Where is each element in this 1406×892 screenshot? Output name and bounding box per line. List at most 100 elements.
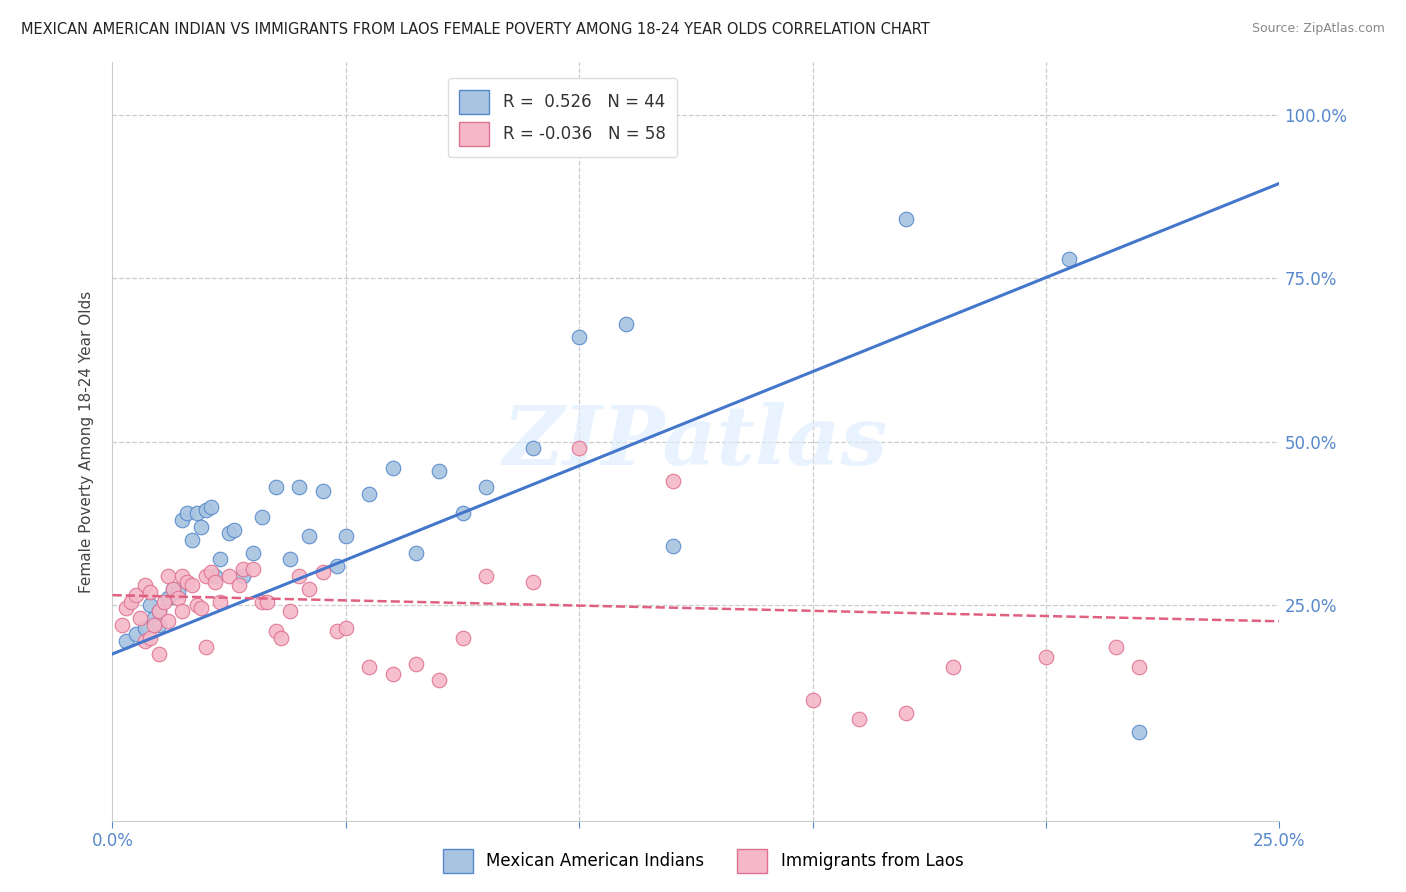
Point xyxy=(522,441,544,455)
Point xyxy=(143,617,166,632)
Point xyxy=(190,519,212,533)
Point xyxy=(204,568,226,582)
Point xyxy=(208,595,231,609)
Point xyxy=(335,621,357,635)
Point xyxy=(172,568,194,582)
Point xyxy=(186,507,208,521)
Point xyxy=(200,500,222,514)
Point xyxy=(153,595,176,609)
Point xyxy=(427,673,450,687)
Point xyxy=(148,605,170,619)
Point xyxy=(148,605,170,619)
Point xyxy=(190,601,212,615)
Point xyxy=(942,660,965,674)
Point xyxy=(288,568,311,582)
Point xyxy=(311,483,333,498)
Point xyxy=(614,317,637,331)
Point xyxy=(143,611,166,625)
Point xyxy=(325,558,347,573)
Point xyxy=(405,546,427,560)
Point xyxy=(115,601,138,615)
Point xyxy=(894,706,917,720)
Point xyxy=(148,647,170,661)
Point xyxy=(359,660,381,674)
Point xyxy=(661,474,683,488)
Point xyxy=(166,591,188,606)
Point xyxy=(194,503,217,517)
Point xyxy=(204,575,226,590)
Point xyxy=(134,621,156,635)
Point xyxy=(894,212,917,227)
Point xyxy=(278,552,301,566)
Point xyxy=(180,533,202,547)
Point xyxy=(801,692,824,706)
Point xyxy=(194,640,217,655)
Point xyxy=(162,582,184,596)
Point xyxy=(162,582,184,596)
Point xyxy=(325,624,347,639)
Point xyxy=(176,575,198,590)
Point xyxy=(270,631,292,645)
Point xyxy=(381,460,404,475)
Point xyxy=(139,631,162,645)
Point xyxy=(451,631,474,645)
Point xyxy=(522,575,544,590)
Text: MEXICAN AMERICAN INDIAN VS IMMIGRANTS FROM LAOS FEMALE POVERTY AMONG 18-24 YEAR : MEXICAN AMERICAN INDIAN VS IMMIGRANTS FR… xyxy=(21,22,929,37)
Point xyxy=(129,611,152,625)
Point xyxy=(1105,640,1128,655)
Point xyxy=(120,595,142,609)
Point xyxy=(250,595,273,609)
Point xyxy=(242,562,264,576)
Point xyxy=(157,615,180,629)
Point xyxy=(228,578,250,592)
Point xyxy=(232,568,254,582)
Point xyxy=(278,605,301,619)
Point xyxy=(242,546,264,560)
Point xyxy=(661,539,683,553)
Point xyxy=(264,480,287,494)
Point xyxy=(166,585,188,599)
Point xyxy=(125,588,148,602)
Point xyxy=(115,633,138,648)
Point xyxy=(180,578,202,592)
Point xyxy=(1128,660,1150,674)
Point xyxy=(172,605,194,619)
Point xyxy=(568,330,591,344)
Point xyxy=(297,582,319,596)
Point xyxy=(139,598,162,612)
Point xyxy=(186,598,208,612)
Point xyxy=(405,657,427,671)
Point xyxy=(134,633,156,648)
Point xyxy=(297,529,319,543)
Text: Source: ZipAtlas.com: Source: ZipAtlas.com xyxy=(1251,22,1385,36)
Point xyxy=(218,568,240,582)
Point xyxy=(381,666,404,681)
Legend: Mexican American Indians, Immigrants from Laos: Mexican American Indians, Immigrants fro… xyxy=(436,842,970,880)
Point xyxy=(568,441,591,455)
Point xyxy=(208,552,231,566)
Point xyxy=(222,523,245,537)
Point xyxy=(157,568,180,582)
Point xyxy=(359,487,381,501)
Text: ZIPatlas: ZIPatlas xyxy=(503,401,889,482)
Point xyxy=(232,562,254,576)
Point xyxy=(451,507,474,521)
Point xyxy=(111,617,134,632)
Point xyxy=(1035,650,1057,665)
Point xyxy=(125,627,148,641)
Point xyxy=(475,480,498,494)
Point xyxy=(194,568,217,582)
Point xyxy=(475,568,498,582)
Point xyxy=(134,578,156,592)
Point xyxy=(264,624,287,639)
Point xyxy=(335,529,357,543)
Point xyxy=(172,513,194,527)
Point xyxy=(157,591,180,606)
Point xyxy=(200,566,222,580)
Point xyxy=(1059,252,1081,266)
Point xyxy=(176,507,198,521)
Point xyxy=(288,480,311,494)
Y-axis label: Female Poverty Among 18-24 Year Olds: Female Poverty Among 18-24 Year Olds xyxy=(79,291,94,592)
Point xyxy=(250,509,273,524)
Point xyxy=(848,712,870,726)
